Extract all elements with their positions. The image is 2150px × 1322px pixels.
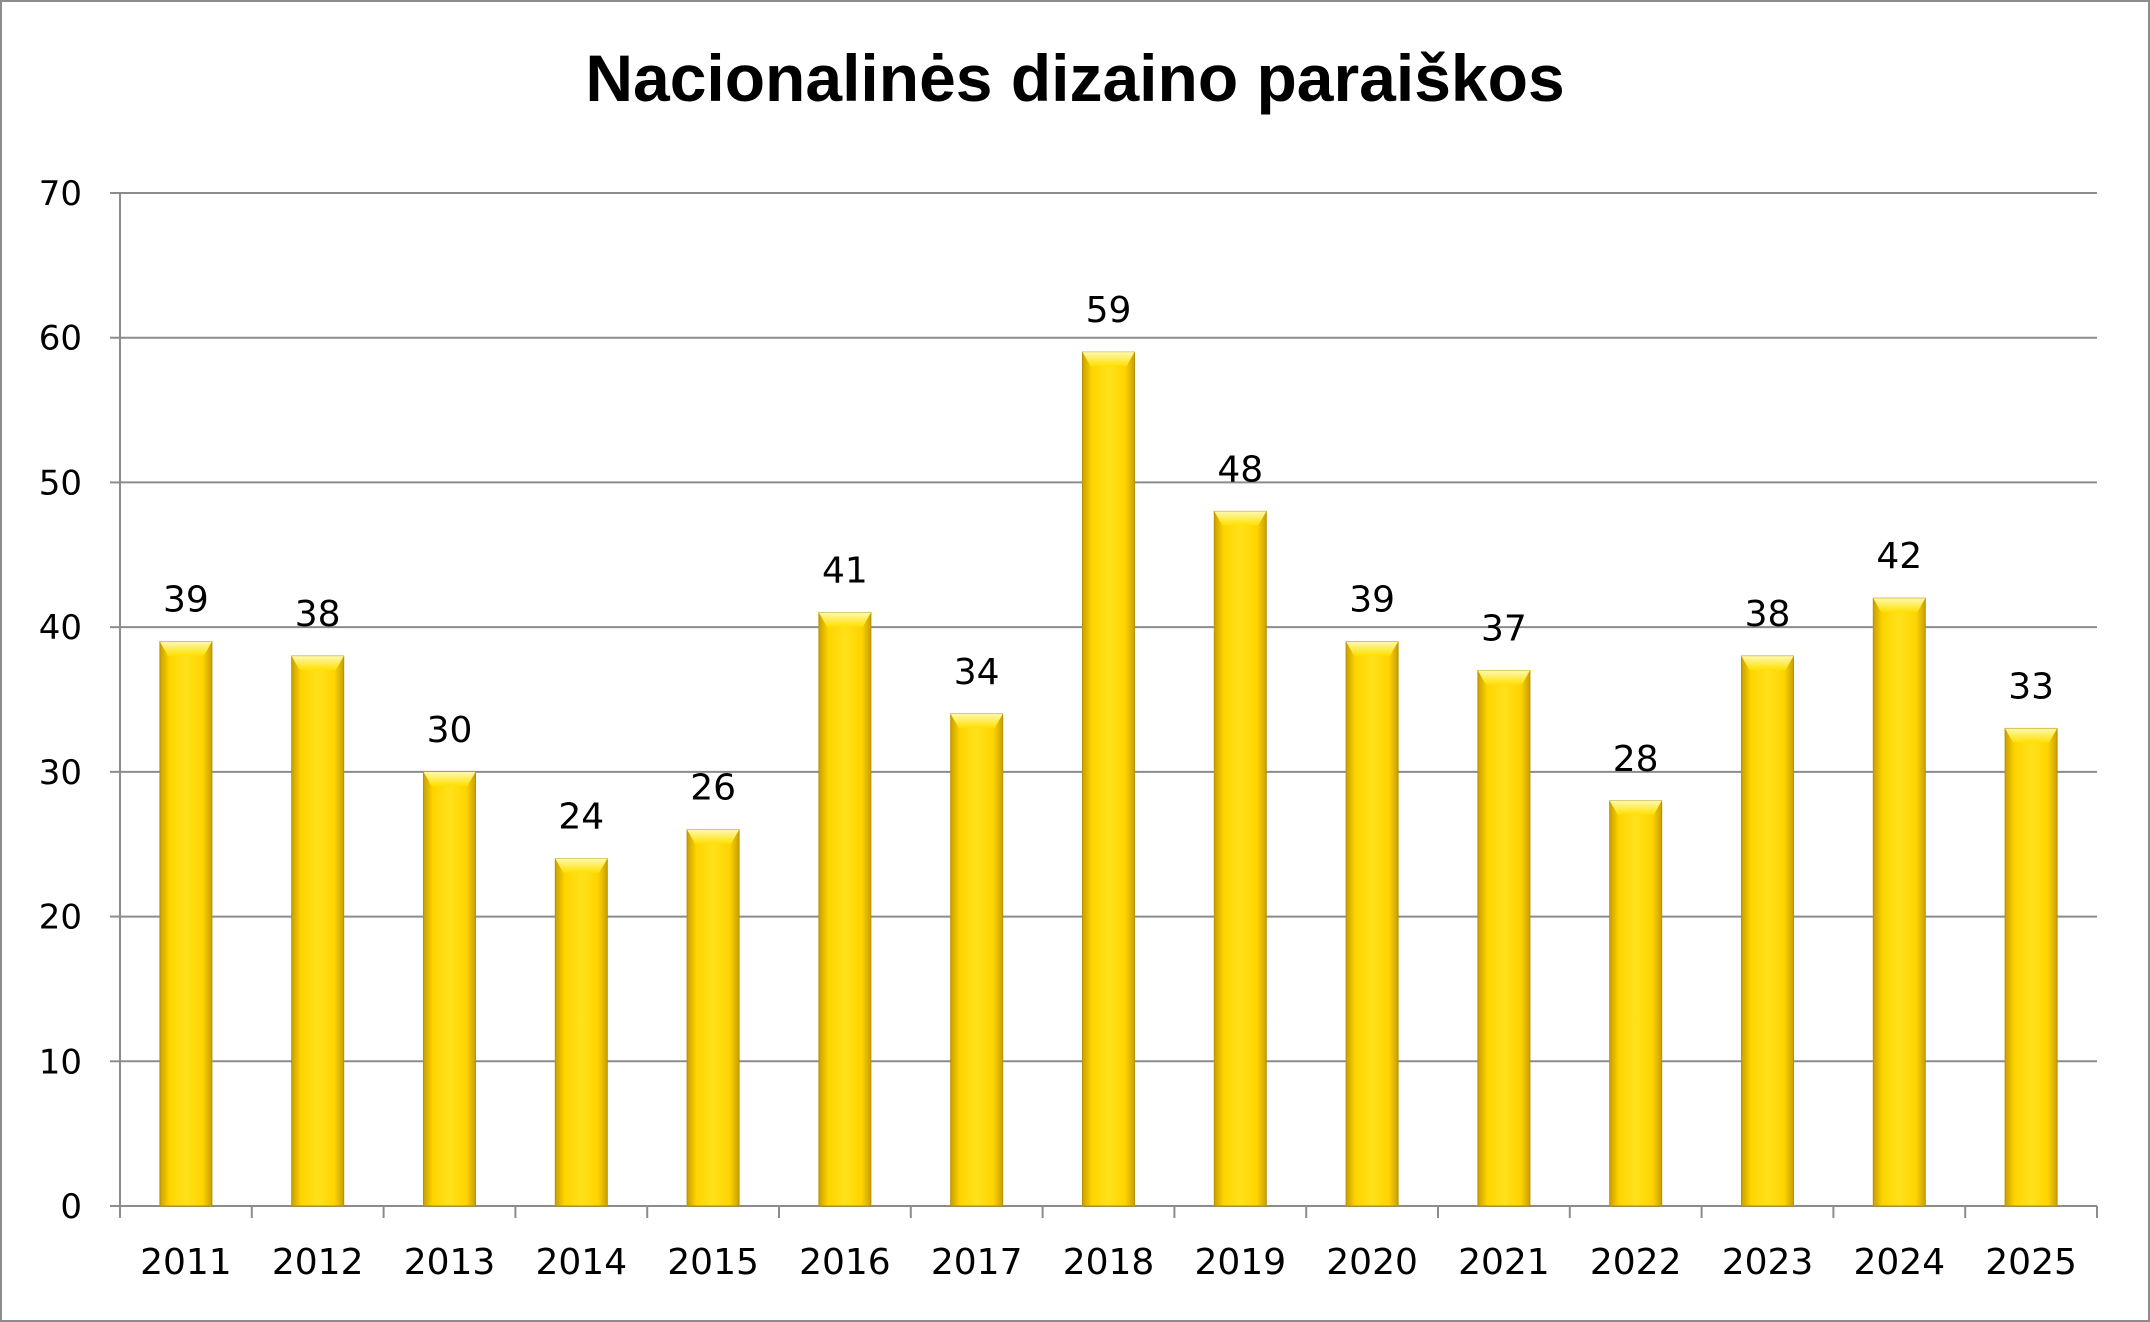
bar: [686, 829, 740, 1207]
bar-bevel: [1873, 598, 1926, 613]
y-tick-label: 70: [39, 174, 82, 214]
x-tick-label: 2023: [1722, 1242, 1814, 1283]
y-tick-label: 10: [39, 1042, 82, 1082]
x-tick-label: 2014: [535, 1242, 627, 1283]
y-tick-label: 30: [39, 753, 82, 793]
bar-bevel: [1082, 352, 1135, 367]
x-tick-label: 2021: [1458, 1242, 1550, 1283]
x-tick-label: 2024: [1853, 1242, 1945, 1283]
bar: [818, 612, 872, 1207]
bar: [1741, 655, 1794, 1207]
data-label: 39: [163, 580, 209, 621]
data-label: 24: [558, 797, 604, 838]
data-label: 37: [1481, 609, 1527, 650]
bar: [1609, 800, 1663, 1207]
x-tick-label: 2015: [667, 1242, 759, 1283]
bar-bevel: [818, 612, 871, 627]
chart-title: Nacionalinės dizaino paraiškos: [585, 41, 1565, 115]
x-tick-label: 2020: [1326, 1242, 1418, 1283]
y-tick-label: 50: [39, 463, 82, 503]
bar-bevel: [687, 829, 740, 844]
data-label: 42: [1876, 536, 1922, 577]
x-tick-label: 2012: [272, 1242, 364, 1283]
data-label: 28: [1613, 739, 1659, 780]
y-tick-label: 40: [39, 608, 82, 648]
data-label: 26: [690, 768, 736, 809]
x-tick-label: 2025: [1985, 1242, 2077, 1283]
data-label: 30: [427, 710, 473, 751]
bar-bevel: [555, 858, 608, 873]
bar-bevel: [2005, 728, 2058, 743]
x-tick-label: 2016: [799, 1242, 891, 1283]
bar-bevel: [423, 771, 476, 786]
bar-bevel: [950, 713, 1003, 728]
y-tick-label: 60: [39, 319, 82, 359]
y-tick-label: 0: [60, 1187, 82, 1227]
bar-bevel: [1214, 511, 1267, 526]
bar: [423, 771, 476, 1207]
bar: [950, 713, 1004, 1207]
bar-bevel: [159, 641, 212, 656]
bar-bevel: [1609, 800, 1662, 815]
bar-bevel: [1346, 641, 1399, 656]
x-tick-label: 2018: [1063, 1242, 1155, 1283]
data-label: 34: [954, 652, 1000, 693]
y-tick-label: 20: [39, 898, 82, 938]
bar: [1213, 510, 1267, 1207]
bar: [554, 858, 608, 1207]
data-label: 39: [1349, 580, 1395, 621]
data-label: 59: [1086, 290, 1132, 331]
bar-bevel: [1741, 656, 1794, 671]
bar: [1477, 670, 1531, 1207]
bar: [1345, 641, 1399, 1207]
x-tick-label: 2011: [140, 1242, 232, 1283]
x-tick-label: 2022: [1590, 1242, 1682, 1283]
bar: [1872, 597, 1926, 1207]
data-label: 33: [2008, 666, 2054, 707]
data-label: 48: [1217, 449, 1263, 490]
bar-bevel: [291, 656, 344, 671]
x-tick-label: 2019: [1194, 1242, 1286, 1283]
bar: [2004, 727, 2058, 1207]
bar: [159, 641, 213, 1207]
bar: [291, 655, 345, 1207]
bar-bevel: [1477, 670, 1530, 685]
data-label: 38: [295, 594, 341, 635]
bar: [1082, 351, 1135, 1207]
x-tick-label: 2017: [931, 1242, 1023, 1283]
x-tick-label: 2013: [404, 1242, 496, 1283]
data-label: 38: [1745, 594, 1791, 635]
data-label: 41: [822, 551, 868, 592]
